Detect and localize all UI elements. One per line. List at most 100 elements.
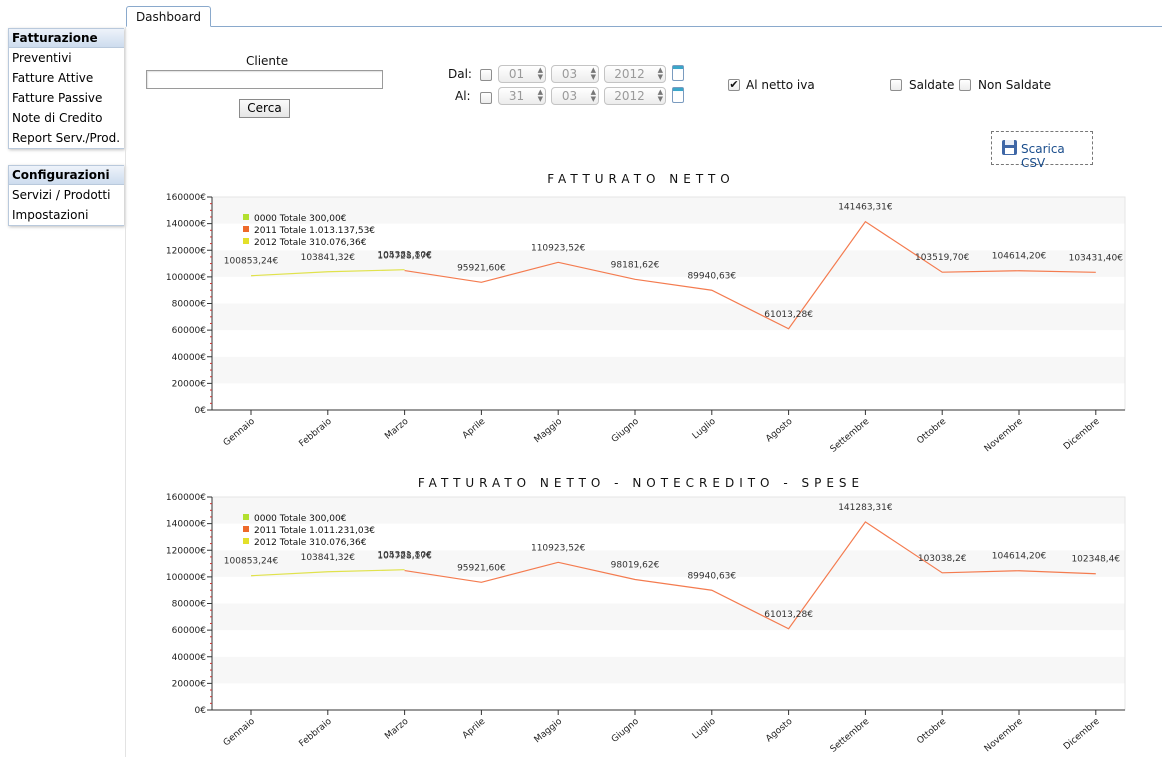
grid-band bbox=[212, 356, 1125, 384]
data-label: 102348,4€ bbox=[1071, 555, 1120, 565]
grid-band bbox=[212, 603, 1125, 631]
al-label: Al: bbox=[455, 89, 471, 103]
spin-arrows-icon: ▲ ▼ bbox=[537, 66, 543, 81]
dal-checkbox[interactable] bbox=[480, 69, 492, 81]
data-label: 104614,20€ bbox=[992, 252, 1047, 262]
saldate-label: Saldate bbox=[909, 78, 955, 92]
sidebar-item-impostazioni[interactable]: Impostazioni bbox=[12, 208, 89, 222]
x-tick-label: Dicembre bbox=[1062, 416, 1102, 452]
series-line-2012 bbox=[250, 569, 405, 577]
al-day-value: 31 bbox=[508, 89, 525, 103]
x-tick-label: Aprile bbox=[461, 716, 488, 741]
data-label: 61013,28€ bbox=[764, 310, 813, 320]
data-label: 103519,70€ bbox=[915, 253, 970, 263]
x-tick-label: Novembre bbox=[983, 716, 1025, 754]
saldate-checkbox[interactable] bbox=[890, 79, 902, 91]
sidebar-item-servizi-prodotti[interactable]: Servizi / Prodotti bbox=[12, 188, 111, 202]
data-label: 98181,62€ bbox=[611, 260, 660, 270]
y-tick-label: 60000€ bbox=[172, 326, 207, 336]
grid-band bbox=[212, 656, 1125, 684]
sidebar-item-note-di-credito[interactable]: Note di Credito bbox=[12, 111, 103, 125]
chart-fatturato-netto: FATTURATO NETTO 0€ 20000€ 40000€ 60000€ 8000… bbox=[140, 170, 1142, 460]
x-tick-label: Giugno bbox=[610, 716, 641, 745]
chart-title: FATTURATO NETTO bbox=[547, 172, 735, 186]
legend-label: 2012 Totale 310.076,36€ bbox=[254, 238, 367, 248]
data-label: 61013,28€ bbox=[764, 610, 813, 620]
legend-swatch bbox=[243, 214, 249, 220]
legend-item: 2012 Totale 310.076,36€ bbox=[243, 237, 375, 249]
x-tick-label: Ottobre bbox=[915, 716, 948, 746]
chart-svg: 0€ 20000€ 40000€ 60000€ 80000€ 100000€ 120000€… bbox=[166, 193, 1126, 455]
legend-item: 2011 Totale 1.013.137,53€ bbox=[243, 225, 375, 237]
floppy-disk-icon bbox=[1002, 140, 1017, 155]
x-tick-label: Settembre bbox=[829, 716, 872, 754]
y-tick-label: 0€ bbox=[195, 406, 207, 416]
legend-swatch bbox=[243, 538, 249, 544]
netto-iva-checkbox[interactable]: ✔ bbox=[728, 79, 740, 91]
data-label: 104728,17€ bbox=[377, 252, 432, 262]
cliente-input[interactable] bbox=[146, 70, 383, 89]
dal-day-spinner[interactable]: 01 ▲ ▼ bbox=[498, 65, 546, 83]
non-saldate-label: Non Saldate bbox=[978, 78, 1052, 92]
x-tick-label: Gennaio bbox=[222, 416, 257, 448]
scarica-csv-button[interactable]: Scarica CSV bbox=[991, 131, 1093, 170]
data-label: 98019,62€ bbox=[611, 561, 660, 571]
series-line-2011 bbox=[404, 521, 1096, 630]
legend-label: 2012 Totale 310.076,36€ bbox=[254, 538, 367, 548]
dal-month-spinner[interactable]: 03 ▲ ▼ bbox=[551, 65, 599, 83]
legend-label: 2011 Totale 1.011.231,03€ bbox=[254, 526, 376, 536]
sidebar-item-fatture-passive[interactable]: Fatture Passive bbox=[12, 91, 103, 105]
x-tick-label: Gennaio bbox=[222, 716, 257, 748]
grid-band bbox=[212, 497, 1125, 524]
x-tick-label: Novembre bbox=[983, 416, 1025, 454]
data-label: 104728,17€ bbox=[377, 552, 432, 562]
sidebar-section-fatturazione: Fatturazione Preventivi Fatture Attive F… bbox=[8, 28, 124, 149]
data-label: 110923,52€ bbox=[531, 543, 586, 553]
legend-swatch bbox=[243, 238, 249, 244]
cerca-button[interactable]: Cerca bbox=[239, 99, 290, 118]
y-tick-label: 160000€ bbox=[166, 193, 206, 203]
non-saldate-checkbox[interactable] bbox=[959, 79, 971, 91]
x-tick-label: Agosto bbox=[764, 416, 795, 444]
sidebar-item-preventivi[interactable]: Preventivi bbox=[12, 51, 72, 65]
spin-arrows-icon: ▲ ▼ bbox=[537, 88, 543, 103]
sidebar-item-report[interactable]: Report Serv./Prod. bbox=[12, 131, 121, 145]
dal-calendar-icon[interactable] bbox=[672, 65, 684, 81]
spin-arrows-icon: ▲ ▼ bbox=[590, 66, 596, 81]
grid-band bbox=[212, 197, 1125, 224]
sidebar-item-fatture-attive[interactable]: Fatture Attive bbox=[12, 71, 94, 85]
legend-item: 0000 Totale 300,00€ bbox=[243, 213, 375, 225]
x-tick-label: Agosto bbox=[764, 716, 795, 744]
dal-year-spinner[interactable]: 2012 ▲ ▼ bbox=[604, 65, 666, 83]
grid-band bbox=[212, 276, 1125, 304]
legend-swatch bbox=[243, 226, 249, 232]
x-tick-label: Giugno bbox=[610, 416, 641, 445]
x-tick-label: Settembre bbox=[829, 416, 872, 454]
legend-item: 0000 Totale 300,00€ bbox=[243, 513, 375, 525]
y-tick-label: 40000€ bbox=[172, 653, 207, 663]
y-tick-label: 80000€ bbox=[172, 300, 207, 310]
al-checkbox[interactable] bbox=[480, 92, 492, 104]
y-tick-label: 120000€ bbox=[166, 246, 206, 256]
al-year-spinner[interactable]: 2012 ▲ ▼ bbox=[604, 87, 666, 105]
al-calendar-icon[interactable] bbox=[672, 87, 684, 103]
al-month-value: 03 bbox=[561, 89, 578, 103]
sidebar-section-configurazioni: Configurazioni Servizi / Prodotti Impost… bbox=[8, 165, 124, 226]
legend-swatch bbox=[243, 514, 249, 520]
dal-month-value: 03 bbox=[561, 67, 578, 81]
al-day-spinner[interactable]: 31 ▲ ▼ bbox=[498, 87, 546, 105]
data-label: 89940,63€ bbox=[687, 571, 736, 581]
tab-dashboard[interactable]: Dashboard bbox=[126, 6, 211, 27]
data-label: 105381,80€ bbox=[377, 251, 432, 261]
y-tick-label: 80000€ bbox=[172, 600, 207, 610]
grid-band bbox=[212, 523, 1125, 551]
grid-band bbox=[212, 303, 1125, 331]
al-month-spinner[interactable]: 03 ▲ ▼ bbox=[551, 87, 599, 105]
x-tick-label: Marzo bbox=[383, 716, 411, 741]
x-tick-label: Luglio bbox=[691, 416, 718, 441]
chart-legend: 0000 Totale 300,00€ 2011 Totale 1.013.13… bbox=[243, 213, 375, 249]
x-tick-label: Ottobre bbox=[915, 416, 948, 446]
y-tick-label: 140000€ bbox=[166, 520, 206, 530]
spin-arrows-icon: ▲ ▼ bbox=[657, 88, 663, 103]
x-tick-label: Maggio bbox=[533, 716, 565, 745]
